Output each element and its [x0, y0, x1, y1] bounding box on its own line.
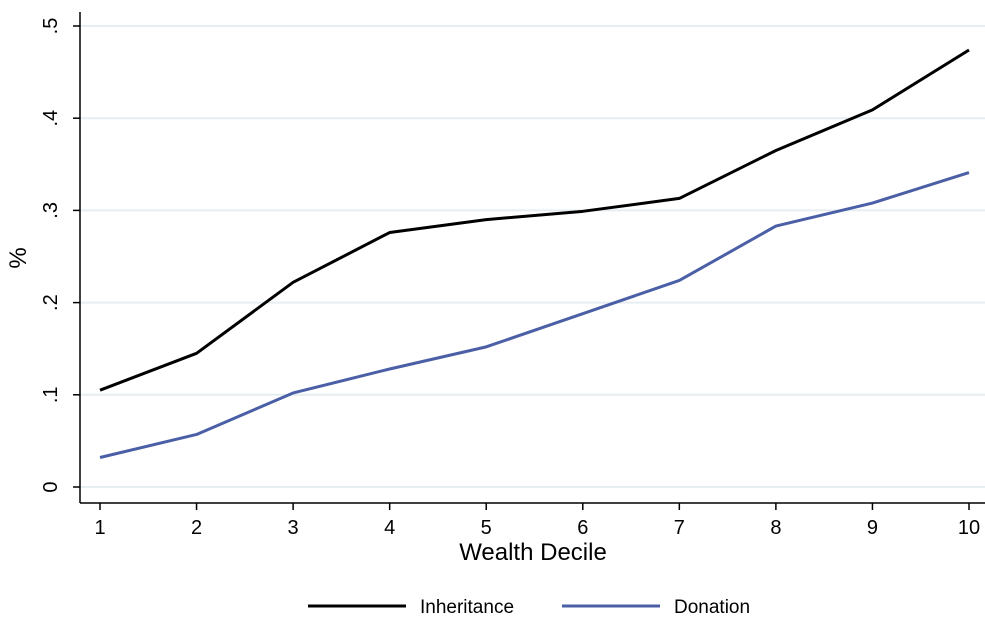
legend: Inheritance Donation [308, 597, 750, 618]
x-tick-label-5: 6 [577, 517, 588, 539]
axes: 0 .1 .2 .3 .4 .5 1 2 3 4 5 6 7 8 9 10 [40, 12, 985, 539]
legend-label-donation: Donation [674, 597, 750, 618]
x-tick-label-2: 3 [288, 517, 299, 539]
y-tick-label-4: .4 [40, 110, 62, 127]
y-tick-label-5: .5 [40, 18, 62, 35]
series-line-donation [99, 171, 970, 459]
series-lines [99, 48, 970, 459]
x-tick-label-0: 1 [94, 517, 105, 539]
series-line-inheritance [99, 48, 970, 392]
x-tick-label-4: 5 [481, 517, 492, 539]
grid-lines [80, 25, 985, 488]
y-tick-label-1: .1 [40, 386, 62, 403]
x-axis-title: Wealth Decile [459, 539, 607, 566]
y-tick-label-2: .2 [40, 294, 62, 311]
y-tick-label-3: .3 [40, 202, 62, 219]
legend-label-inheritance: Inheritance [420, 597, 514, 618]
x-tick-label-7: 8 [770, 517, 781, 539]
y-tick-label-0: 0 [40, 481, 62, 492]
x-tick-label-9: 10 [958, 517, 980, 539]
x-tick-label-3: 4 [384, 517, 395, 539]
y-axis-title: % [5, 247, 32, 268]
x-tick-label-1: 2 [191, 517, 202, 539]
x-tick-label-6: 7 [674, 517, 685, 539]
x-tick-label-8: 9 [867, 517, 878, 539]
